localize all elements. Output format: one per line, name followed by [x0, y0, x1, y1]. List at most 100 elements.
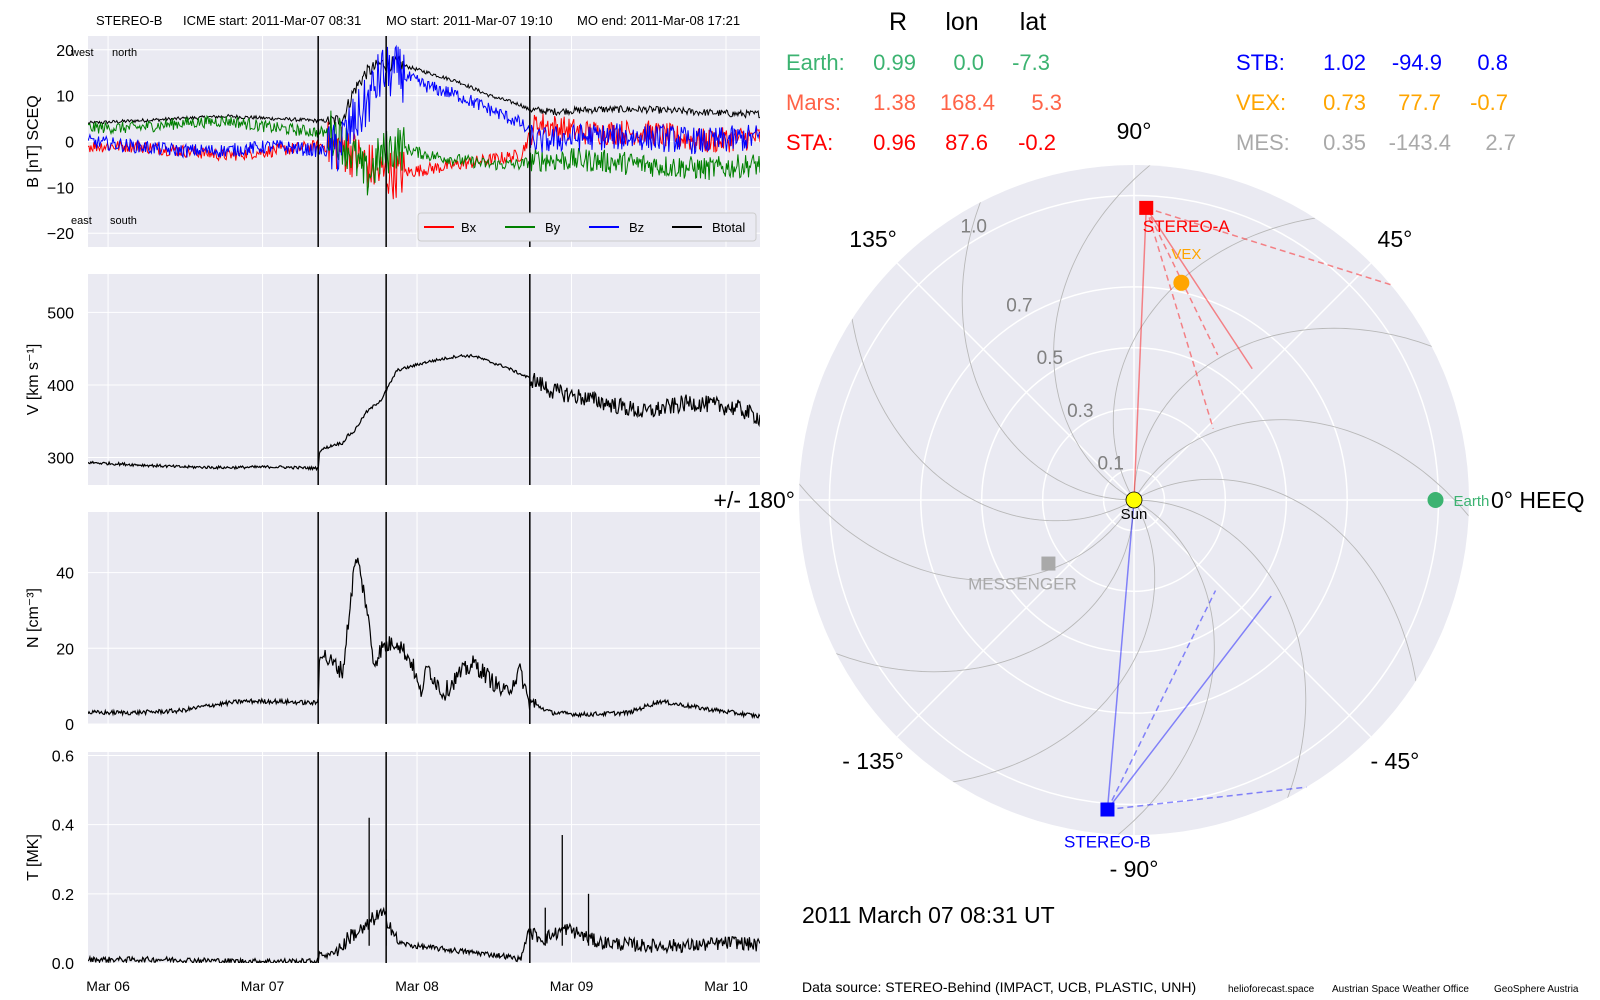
stb-row-lat: 0.8	[1477, 50, 1508, 75]
mes-row-lon: -143.4	[1389, 130, 1451, 155]
speed-panel: 500 400 300 V [km s⁻¹]	[25, 274, 760, 485]
sta-fov-line-c	[1145, 207, 1214, 429]
vex-row-lon: 77.7	[1398, 90, 1441, 115]
bfield-ytick-label-0: 20	[56, 43, 74, 60]
table-header-lon: lon	[945, 8, 978, 36]
stb-row-r: 1.02	[1323, 50, 1366, 75]
speed-ytick-label-0: 500	[47, 305, 74, 322]
parker-spiral-3	[1133, 327, 1456, 501]
vex-label: VEX	[1171, 246, 1201, 263]
parker-spiral-2	[1133, 419, 1469, 537]
bfield-series-by	[88, 110, 760, 196]
parker-spiral-5	[1053, 165, 1171, 501]
parker-spiral-10	[928, 499, 1156, 786]
annotation-west: west	[70, 47, 94, 59]
earth-marker	[1427, 492, 1444, 508]
stereo-b-label: STEREO-B	[1064, 833, 1151, 852]
stb-fov-line-a	[1106, 595, 1272, 810]
mars-row-label: Mars:	[786, 90, 841, 115]
header-spacecraft: STEREO-B	[96, 13, 162, 28]
density-ylabel: N [cm⁻³]	[25, 588, 42, 648]
earth-label: Earth	[1454, 493, 1490, 510]
bfield-ytick-label-4: −20	[47, 226, 74, 243]
sta-fov-line-a	[1145, 207, 1253, 370]
annotation-north: north	[112, 47, 137, 59]
stb-sun-line	[1106, 499, 1135, 810]
sun-marker	[1125, 491, 1143, 509]
earth-row-label: Earth:	[786, 50, 845, 75]
speed-series-v	[88, 353, 760, 472]
table-header-lat: lat	[1020, 8, 1046, 36]
speed-ytick-label-2: 300	[47, 450, 74, 467]
header-icme-start: ICME start: 2011-Mar-07 08:31	[183, 13, 361, 28]
vex-marker	[1173, 274, 1190, 291]
header-mo-start: MO start: 2011-Mar-07 19:10	[386, 13, 553, 28]
bfield-ytick-label-3: −10	[47, 180, 74, 197]
xtick-label-0: Mar 06	[86, 978, 130, 994]
polar-angle-label-5: - 135°	[842, 748, 904, 774]
speed-ytick-label-1: 400	[47, 378, 74, 395]
temperature-ytick-label-2: 0.2	[52, 887, 74, 904]
legend-label-btotal: Btotal	[712, 220, 745, 235]
density-ytick-label-1: 20	[56, 641, 74, 658]
parker-spiral-4	[1112, 214, 1340, 501]
bfield-ylabel: B [nT] SCEQ	[25, 95, 42, 187]
sta-row-label: STA:	[786, 130, 833, 155]
parker-spiral-9	[812, 499, 1135, 673]
polar-angle-label-6: - 90°	[1110, 856, 1159, 882]
annotation-south: south	[110, 215, 137, 227]
density-panel: 40 20 0 N [cm⁻³]	[25, 512, 760, 734]
polar-r-label-2: 0.5	[1037, 348, 1063, 369]
mars-row-lon: 168.4	[940, 90, 995, 115]
temperature-panel: 0.6 0.4 0.2 0.0 T [MK] Mar 06 Mar 07 Mar 08 Mar …	[25, 748, 760, 994]
stereo-b-marker	[1100, 802, 1115, 817]
vex-row-lat: -0.7	[1470, 90, 1508, 115]
sta-row-r: 0.96	[873, 130, 916, 155]
positions-table: R lon lat Earth: 0.99 0.0 -7.3 Mars: 1.3…	[786, 8, 1516, 155]
parker-spiral-11	[1097, 499, 1215, 835]
legend-label-bz: Bz	[629, 220, 644, 235]
bfield-series-btotal	[88, 54, 760, 127]
earth-row-lat: -7.3	[1012, 50, 1050, 75]
density-ytick-label-0: 40	[56, 566, 74, 583]
polar-spoke-315	[1133, 499, 1372, 738]
polar-angle-label-2: 90°	[1117, 118, 1152, 144]
temperature-ytick-label-1: 0.4	[52, 818, 74, 835]
vex-row-r: 0.73	[1323, 90, 1366, 115]
speed-ylabel: V [km s⁻¹]	[25, 344, 42, 416]
legend-label-by: By	[545, 220, 561, 235]
stereo-a-label: STEREO-A	[1143, 217, 1231, 236]
header-mo-end: MO end: 2011-Mar-08 17:21	[577, 13, 740, 28]
mes-row-lat: 2.7	[1485, 130, 1516, 155]
credit-helioforecast: helioforecast.space	[1228, 984, 1315, 995]
legend-frame	[417, 212, 757, 242]
credit-geosphere: GeoSphere Austria	[1494, 984, 1579, 995]
legend-label-bx: Bx	[461, 220, 477, 235]
earth-row-r: 0.99	[873, 50, 916, 75]
density-plot-area	[88, 512, 760, 724]
mars-row-lat: 5.3	[1031, 90, 1062, 115]
polar-angle-label-1: 45°	[1378, 226, 1413, 252]
table-header-r: R	[889, 8, 907, 36]
messenger-marker	[1041, 556, 1056, 571]
stb-fov-line-c	[1107, 786, 1307, 811]
stb-row-label: STB:	[1236, 50, 1285, 75]
annotation-east: east	[71, 215, 92, 227]
density-series-n	[88, 557, 760, 720]
messenger-label: MESSENGER	[968, 575, 1077, 594]
earth-row-lon: 0.0	[953, 50, 984, 75]
vex-row-label: VEX:	[1236, 90, 1286, 115]
stb-fov-line-b	[1106, 590, 1217, 810]
polar-spoke-225	[896, 499, 1135, 738]
polar-angle-label-0: 0° HEEQ	[1491, 487, 1585, 513]
parker-spiral-6	[961, 178, 1135, 501]
polar-angle-label-3: 135°	[849, 226, 897, 252]
credit-aswo: Austrian Space Weather Office	[1332, 984, 1469, 995]
sta-fov-line-d	[1146, 207, 1391, 286]
parker-spiral-1	[1133, 478, 1420, 706]
temperature-series-t	[88, 906, 760, 963]
parker-spiral-8	[799, 463, 1135, 581]
sta-row-lon: 87.6	[945, 130, 988, 155]
temperature-ytick-label-3: 0.0	[52, 956, 74, 973]
